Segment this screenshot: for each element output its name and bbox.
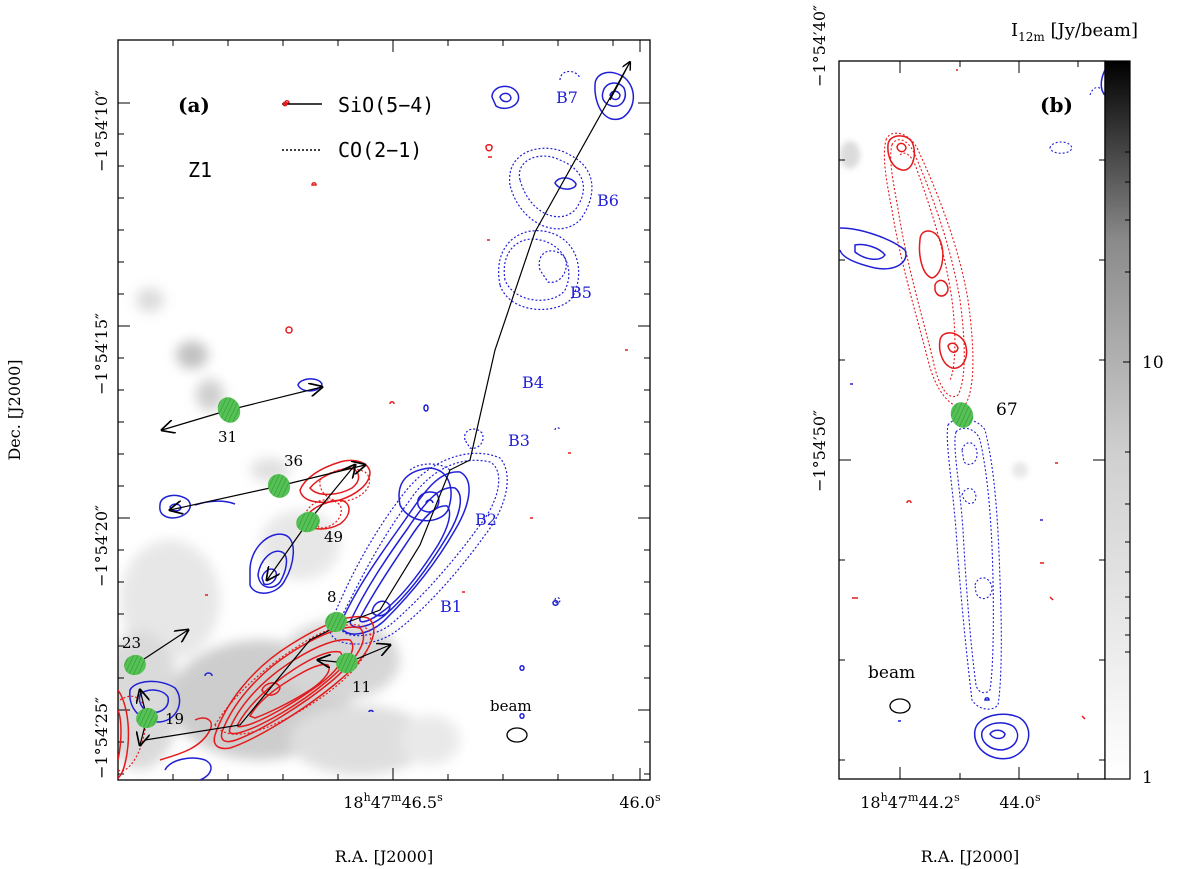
b-x-tick-44-0: 44.0s — [999, 791, 1041, 812]
a-y-tick-10: −1°54′10″ — [92, 90, 111, 172]
a-x-tick-46-0: 46.0s — [619, 791, 661, 812]
knot-b3: B3 — [508, 431, 530, 450]
panel-a-xlabel: R.A. [J2000] — [335, 847, 433, 866]
panel-a-outflow-arrows — [134, 387, 390, 745]
source-36 — [267, 474, 291, 498]
panel-a: (a) Z1 SiO(5−4) CO(2−1) B1 B2 B3 B4 B5 B… — [5, 39, 661, 866]
source-label-67: 67 — [996, 400, 1018, 420]
panel-b-blue-sio-contours — [839, 69, 1105, 760]
panel-b-label: (b) — [1040, 93, 1073, 117]
source-label-8: 8 — [327, 588, 337, 606]
panel-b-ticks — [839, 60, 1105, 779]
panel-b-beam-ellipse — [889, 698, 911, 714]
legend-sio-label: SiO(5−4) — [338, 93, 434, 117]
a-y-tick-25: −1°54′25″ — [92, 697, 111, 779]
knot-b4: B4 — [522, 373, 544, 392]
colorbar: 10 1 I12m [Jy/beam] — [1011, 20, 1164, 788]
panel-a-y-tick-labels: −1°54′10″ −1°54′15″ −1°54′20″ −1°54′25″ — [92, 90, 111, 779]
knot-b1: B1 — [440, 597, 462, 616]
source-23 — [124, 654, 146, 676]
panel-a-legend — [282, 101, 322, 151]
knot-labels: B1 B2 B3 B4 B5 B6 B7 — [440, 88, 619, 616]
source-31 — [217, 397, 241, 423]
panel-b: (b) 67 beam −1°54′40″ −1°54′50″ 18h47m44… — [810, 5, 1106, 866]
colorbar-label: I12m [Jy/beam] — [1011, 20, 1138, 44]
panel-a-frame — [117, 39, 651, 781]
knot-b6: B6 — [597, 191, 619, 210]
knot-b2: B2 — [475, 510, 497, 529]
panel-a-x-tick-labels: 18h47m46.5s 46.0s — [343, 791, 661, 812]
source-label-19: 19 — [165, 710, 184, 728]
source-labels: 31 36 49 8 11 23 19 beam — [122, 428, 532, 728]
panel-b-greyscale-image — [840, 141, 1028, 478]
panel-b-y-tick-labels: −1°54′40″ −1°54′50″ — [810, 5, 829, 492]
a-x-tick-46-5: 18h47m46.5s — [343, 791, 443, 812]
source-label-49: 49 — [324, 528, 343, 546]
region-label-z1: Z1 — [188, 158, 212, 182]
panel-a-ylabel: Dec. [J2000] — [5, 359, 24, 460]
panel-b-red-co-contours — [883, 132, 974, 407]
a-y-tick-20: −1°54′20″ — [92, 505, 111, 587]
source-19 — [136, 707, 158, 729]
legend-co-label: CO(2−1) — [338, 138, 422, 162]
panel-a-label: (a) — [178, 93, 210, 117]
panel-b-beam-label: beam — [868, 663, 915, 683]
source-8 — [325, 611, 347, 633]
colorbar-tick-10: 10 — [1142, 353, 1164, 373]
source-49 — [296, 511, 320, 533]
panel-b-blue-co-contours — [946, 86, 1105, 710]
panel-a-beam-label: beam — [490, 697, 532, 715]
panel-b-red-sio-contours — [852, 69, 1086, 720]
b-x-tick-44-2: 18h47m44.2s — [860, 791, 960, 812]
source-11 — [336, 652, 358, 674]
panel-a-blue-co-contours — [329, 70, 593, 645]
panel-a-jet-axis — [144, 62, 630, 741]
panel-b-xlabel: R.A. [J2000] — [921, 847, 1019, 866]
knot-b7: B7 — [556, 88, 578, 107]
panel-b-x-tick-labels: 18h47m44.2s 44.0s — [860, 791, 1041, 812]
source-label-11: 11 — [352, 678, 371, 696]
source-label-31: 31 — [218, 428, 237, 446]
knot-b5: B5 — [570, 283, 592, 302]
source-label-36: 36 — [284, 452, 303, 470]
panel-a-beam-ellipse — [506, 727, 528, 743]
b-y-tick-40: −1°54′40″ — [810, 5, 829, 87]
colorbar-gradient — [1104, 60, 1131, 780]
source-label-23: 23 — [122, 634, 141, 652]
a-y-tick-15: −1°54′15″ — [92, 313, 111, 395]
panel-a-continuum-sources — [124, 397, 358, 729]
colorbar-tick-1: 1 — [1142, 768, 1153, 788]
b-y-tick-50: −1°54′50″ — [810, 410, 829, 492]
source-67 — [950, 402, 974, 428]
